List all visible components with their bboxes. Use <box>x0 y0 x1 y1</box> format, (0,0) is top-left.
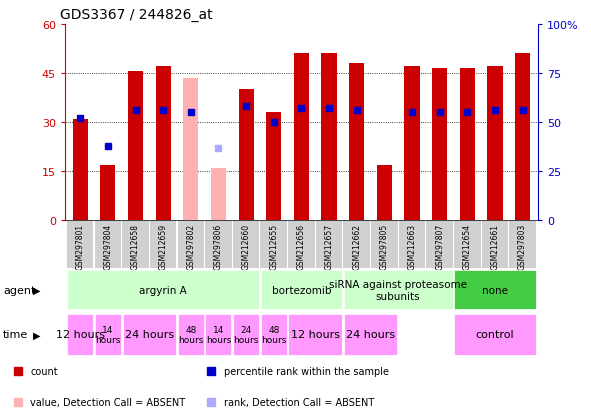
Bar <box>177 221 204 268</box>
Text: GSM212661: GSM212661 <box>491 223 499 269</box>
Text: GSM212656: GSM212656 <box>297 223 306 269</box>
Text: GSM212663: GSM212663 <box>408 223 417 269</box>
Text: GSM297802: GSM297802 <box>186 223 195 269</box>
Bar <box>426 221 453 268</box>
Text: GSM212660: GSM212660 <box>242 223 251 269</box>
Bar <box>371 221 398 268</box>
Bar <box>404 67 420 221</box>
Bar <box>261 271 342 310</box>
Text: percentile rank within the sample: percentile rank within the sample <box>223 366 388 376</box>
Text: GSM212655: GSM212655 <box>269 223 278 269</box>
Text: count: count <box>31 366 58 376</box>
Bar <box>155 67 171 221</box>
Text: siRNA against proteasome
subunits: siRNA against proteasome subunits <box>329 279 467 301</box>
Text: ▶: ▶ <box>33 285 40 295</box>
Text: 24 hours: 24 hours <box>346 330 395 339</box>
Bar <box>178 314 204 355</box>
Text: GSM297807: GSM297807 <box>435 223 444 269</box>
Bar <box>261 314 287 355</box>
Bar <box>67 271 259 310</box>
Bar <box>294 54 309 221</box>
Text: GDS3367 / 244826_at: GDS3367 / 244826_at <box>60 8 213 22</box>
Bar <box>122 314 176 355</box>
Bar <box>488 67 502 221</box>
Bar <box>344 271 453 310</box>
Text: GSM297806: GSM297806 <box>214 223 223 269</box>
Bar <box>95 314 121 355</box>
Text: GSM297804: GSM297804 <box>103 223 112 269</box>
Text: 14
hours: 14 hours <box>95 325 121 344</box>
Bar <box>122 221 149 268</box>
Text: rank, Detection Call = ABSENT: rank, Detection Call = ABSENT <box>223 397 374 407</box>
Bar <box>205 221 232 268</box>
Bar <box>322 54 337 221</box>
Text: 24
hours: 24 hours <box>233 325 259 344</box>
Text: agent: agent <box>3 285 35 295</box>
Text: 14
hours: 14 hours <box>206 325 231 344</box>
Bar <box>233 314 259 355</box>
Bar <box>266 113 281 221</box>
Bar <box>432 69 447 221</box>
Bar <box>376 165 392 221</box>
Text: GSM212654: GSM212654 <box>463 223 472 269</box>
Bar <box>460 69 475 221</box>
Text: GSM212658: GSM212658 <box>131 223 140 269</box>
Bar <box>239 90 254 221</box>
Bar <box>454 314 535 355</box>
Bar <box>316 221 342 268</box>
Bar <box>67 221 93 268</box>
Bar <box>95 221 121 268</box>
Text: GSM297801: GSM297801 <box>76 223 85 269</box>
Bar <box>399 221 426 268</box>
Bar <box>233 221 259 268</box>
Text: 12 hours: 12 hours <box>291 330 340 339</box>
Bar <box>454 221 480 268</box>
Bar <box>454 271 535 310</box>
Text: 12 hours: 12 hours <box>56 330 105 339</box>
Bar <box>150 221 177 268</box>
Bar <box>288 221 314 268</box>
Text: argyrin A: argyrin A <box>139 285 187 295</box>
Bar <box>73 120 88 221</box>
Text: value, Detection Call = ABSENT: value, Detection Call = ABSENT <box>31 397 186 407</box>
Bar <box>349 64 364 221</box>
Text: GSM212659: GSM212659 <box>158 223 168 269</box>
Bar <box>509 221 536 268</box>
Text: time: time <box>3 330 28 339</box>
Bar <box>206 314 232 355</box>
Text: control: control <box>476 330 514 339</box>
Text: 48
hours: 48 hours <box>178 325 203 344</box>
Bar <box>67 314 93 355</box>
Bar <box>211 169 226 221</box>
Text: GSM297805: GSM297805 <box>380 223 389 269</box>
Bar <box>515 54 530 221</box>
Text: GSM297803: GSM297803 <box>518 223 527 269</box>
Bar <box>261 221 287 268</box>
Text: GSM212657: GSM212657 <box>324 223 333 269</box>
Bar <box>100 165 115 221</box>
Text: ▶: ▶ <box>33 330 40 339</box>
Bar <box>482 221 508 268</box>
Bar <box>288 314 342 355</box>
Bar <box>128 72 143 221</box>
Text: GSM212662: GSM212662 <box>352 223 361 269</box>
Text: bortezomib: bortezomib <box>272 285 331 295</box>
Text: 48
hours: 48 hours <box>261 325 287 344</box>
Text: 24 hours: 24 hours <box>125 330 174 339</box>
Bar <box>343 221 370 268</box>
Bar <box>344 314 397 355</box>
Bar <box>183 79 199 221</box>
Text: none: none <box>482 285 508 295</box>
